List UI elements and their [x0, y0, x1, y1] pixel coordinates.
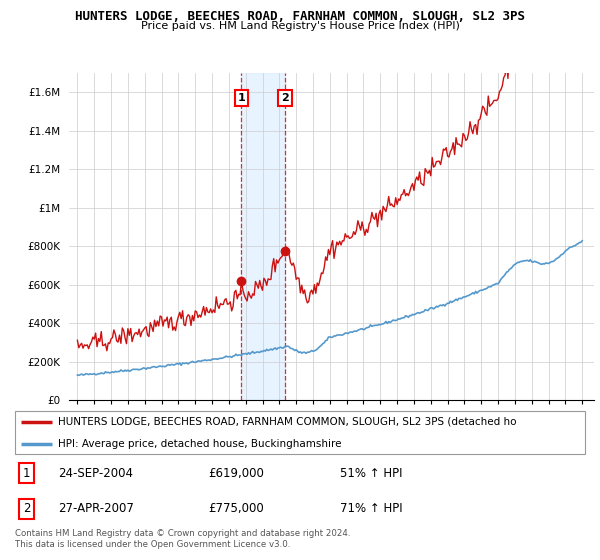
Text: 1: 1: [23, 467, 30, 480]
Text: 51% ↑ HPI: 51% ↑ HPI: [340, 467, 403, 480]
Text: 27-APR-2007: 27-APR-2007: [58, 502, 134, 515]
Text: HUNTERS LODGE, BEECHES ROAD, FARNHAM COMMON, SLOUGH, SL2 3PS: HUNTERS LODGE, BEECHES ROAD, FARNHAM COM…: [75, 10, 525, 23]
Text: HUNTERS LODGE, BEECHES ROAD, FARNHAM COMMON, SLOUGH, SL2 3PS (detached ho: HUNTERS LODGE, BEECHES ROAD, FARNHAM COM…: [58, 417, 517, 427]
Text: 2: 2: [23, 502, 30, 515]
FancyBboxPatch shape: [15, 411, 585, 454]
Bar: [241, 73, 285, 400]
Text: 71% ↑ HPI: 71% ↑ HPI: [340, 502, 403, 515]
Text: Price paid vs. HM Land Registry's House Price Index (HPI): Price paid vs. HM Land Registry's House …: [140, 21, 460, 31]
Text: 2: 2: [281, 93, 289, 103]
Text: £775,000: £775,000: [208, 502, 263, 515]
Text: 1: 1: [238, 93, 245, 103]
Text: 24-SEP-2004: 24-SEP-2004: [58, 467, 133, 480]
Text: Contains HM Land Registry data © Crown copyright and database right 2024.
This d: Contains HM Land Registry data © Crown c…: [15, 529, 350, 549]
Text: £619,000: £619,000: [208, 467, 264, 480]
Text: HPI: Average price, detached house, Buckinghamshire: HPI: Average price, detached house, Buck…: [58, 438, 341, 449]
